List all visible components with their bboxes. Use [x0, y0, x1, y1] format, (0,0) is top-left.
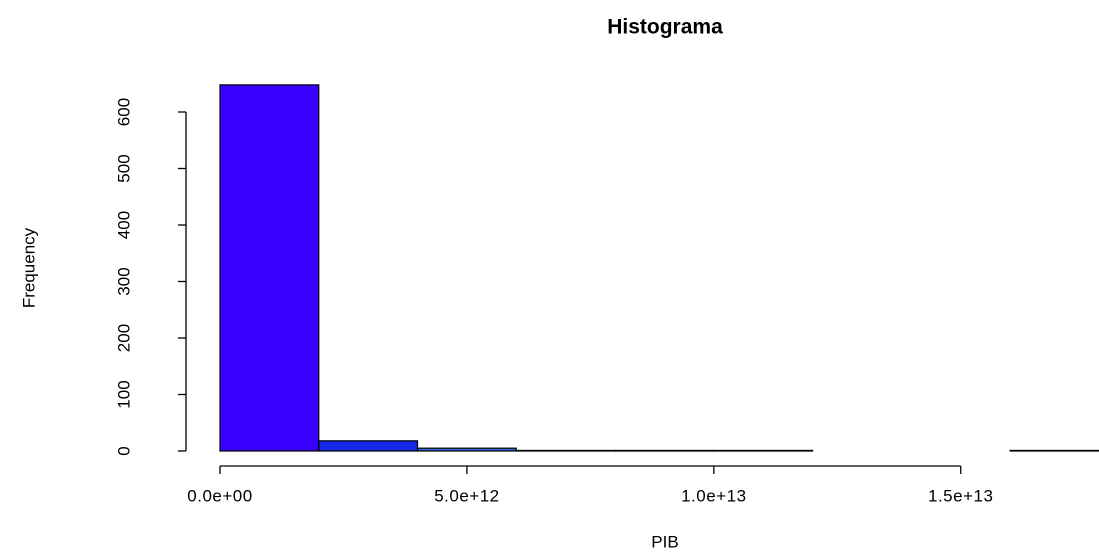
y-axis-label: Frequency	[19, 227, 38, 308]
y-tick-label: 600	[114, 98, 133, 126]
y-tick-label: 0	[114, 446, 133, 455]
bar	[219, 84, 320, 452]
x-tick-label: 0.0e+00	[187, 486, 252, 505]
x-tick-label: 1.5e+13	[928, 486, 993, 505]
chart-title: Histograma	[607, 16, 723, 39]
bar	[515, 449, 616, 452]
x-tick-label: 5.0e+12	[434, 486, 499, 505]
bar	[713, 449, 814, 452]
bar	[318, 440, 419, 452]
y-tick-label: 400	[114, 211, 133, 239]
bar	[1009, 449, 1099, 452]
x-tick-label: 1.0e+13	[681, 486, 746, 505]
bar	[614, 449, 715, 452]
y-tick-label: 100	[114, 380, 133, 408]
y-tick-label: 200	[114, 324, 133, 352]
x-axis-label: PIB	[651, 532, 678, 551]
y-tick-label: 300	[114, 267, 133, 295]
y-tick-label: 500	[114, 154, 133, 182]
bar	[416, 447, 517, 452]
